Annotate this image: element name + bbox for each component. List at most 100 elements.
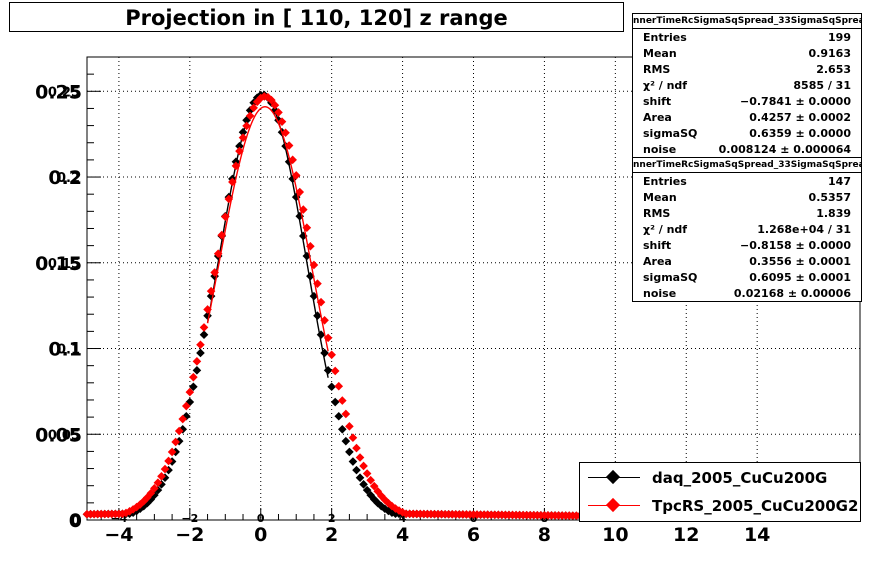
x-tick-label-small: 4 (399, 512, 407, 525)
data-point (313, 279, 322, 288)
y-tick-label: 0.2 (48, 167, 82, 189)
data-point (330, 397, 340, 407)
stat-value: −0.7841 ± 0.0000 (740, 95, 851, 108)
stat-value: 0.008124 ± 0.000064 (718, 143, 851, 156)
data-point (369, 481, 379, 491)
y-tick-label-small: 0.25 (48, 85, 80, 100)
stat-value: 0.9163 (808, 47, 851, 60)
data-point (362, 485, 372, 495)
data-point (330, 366, 340, 376)
data-point (295, 211, 305, 221)
data-point (174, 426, 184, 436)
data-point (235, 141, 244, 151)
stat-value: −0.8158 ± 0.0000 (740, 239, 851, 252)
data-point (309, 260, 319, 270)
data-point (341, 436, 351, 446)
stats-box-1: nnerTimeRcSigmaSqSpread_33SigmaSqSpread … (632, 13, 862, 158)
data-point (139, 496, 149, 506)
data-point (366, 490, 375, 500)
data-point (345, 422, 354, 431)
data-point (359, 461, 368, 471)
stat-row: RMS 1.839 (633, 205, 861, 221)
y-tick-label: 0.25 (35, 81, 82, 103)
stat-key: Area (643, 255, 672, 268)
x-tick-label: 0 (254, 524, 267, 546)
data-point (316, 330, 326, 340)
legend-entry-tpcrs: TpcRS_2005_CuCu200G2 (580, 493, 860, 519)
data-point (210, 268, 219, 277)
stat-row: χ² / ndf 8585 / 31 (633, 77, 861, 93)
data-point (338, 396, 347, 405)
data-point (238, 133, 248, 142)
data-point (160, 464, 170, 474)
data-point (128, 505, 138, 514)
data-point (298, 205, 308, 214)
data-point (355, 453, 365, 462)
data-point (242, 121, 251, 131)
data-point (178, 414, 188, 424)
data-point (369, 495, 379, 504)
data-point (196, 340, 205, 350)
data-point (348, 433, 358, 443)
data-point (206, 286, 216, 296)
stat-value: 8585 / 31 (793, 79, 851, 92)
data-point (181, 401, 191, 411)
stat-row: shift −0.8158 ± 0.0000 (633, 237, 861, 253)
stat-value: 1.839 (816, 207, 851, 220)
data-point (160, 473, 170, 482)
stat-key: sigmaSQ (643, 271, 698, 284)
data-point (274, 108, 283, 117)
x-tick-label: 12 (673, 524, 699, 546)
data-point (309, 291, 319, 301)
data-point (192, 357, 202, 366)
stat-value: 147 (828, 175, 851, 188)
data-point (157, 480, 166, 489)
data-point (327, 350, 336, 360)
stat-key: Entries (643, 31, 687, 44)
x-tick-label: −2 (175, 524, 204, 546)
data-point (203, 311, 212, 321)
data-point (245, 106, 255, 115)
data-point (249, 98, 258, 108)
stat-value: 1.268e+04 / 31 (757, 223, 851, 236)
data-point (118, 509, 127, 519)
data-point (306, 271, 315, 281)
x-tick-label: 2 (325, 524, 338, 546)
data-point (352, 443, 361, 453)
data-point (302, 251, 312, 261)
y-tick-label-small: 0.05 (48, 428, 80, 443)
data-point (320, 348, 329, 358)
y-tick-label: 0.05 (35, 424, 82, 446)
data-point (323, 366, 333, 375)
y-tick-label-small: 0.1 (57, 343, 80, 358)
data-point (181, 411, 191, 421)
x-tick-label-small: 0 (257, 512, 265, 525)
data-point (362, 469, 372, 478)
data-point (132, 502, 141, 512)
stat-row: Mean 0.5357 (633, 189, 861, 205)
data-point (153, 485, 163, 495)
data-point (192, 366, 202, 375)
data-point (189, 382, 198, 392)
x-tick-label: 6 (467, 524, 480, 546)
data-point (199, 323, 209, 332)
data-point (387, 501, 397, 511)
data-point (295, 187, 305, 197)
data-point (323, 333, 333, 343)
series-TpcRS_2005_CuCu200G2 (82, 92, 727, 522)
data-point (196, 348, 205, 358)
data-point (327, 382, 336, 392)
data-point (150, 484, 159, 493)
y-tick-label-small: 0 (71, 514, 80, 529)
data-point (355, 473, 365, 482)
stat-row: shift −0.7841 ± 0.0000 (633, 93, 861, 109)
stat-row: noise 0.008124 ± 0.000064 (633, 141, 861, 157)
fit-curve (206, 106, 329, 352)
stat-row: noise 0.02168 ± 0.00006 (633, 285, 861, 301)
data-point (189, 372, 198, 382)
data-point (199, 330, 209, 340)
data-point (139, 501, 149, 511)
data-point (277, 117, 287, 126)
data-point (142, 493, 152, 502)
data-point (288, 155, 297, 165)
